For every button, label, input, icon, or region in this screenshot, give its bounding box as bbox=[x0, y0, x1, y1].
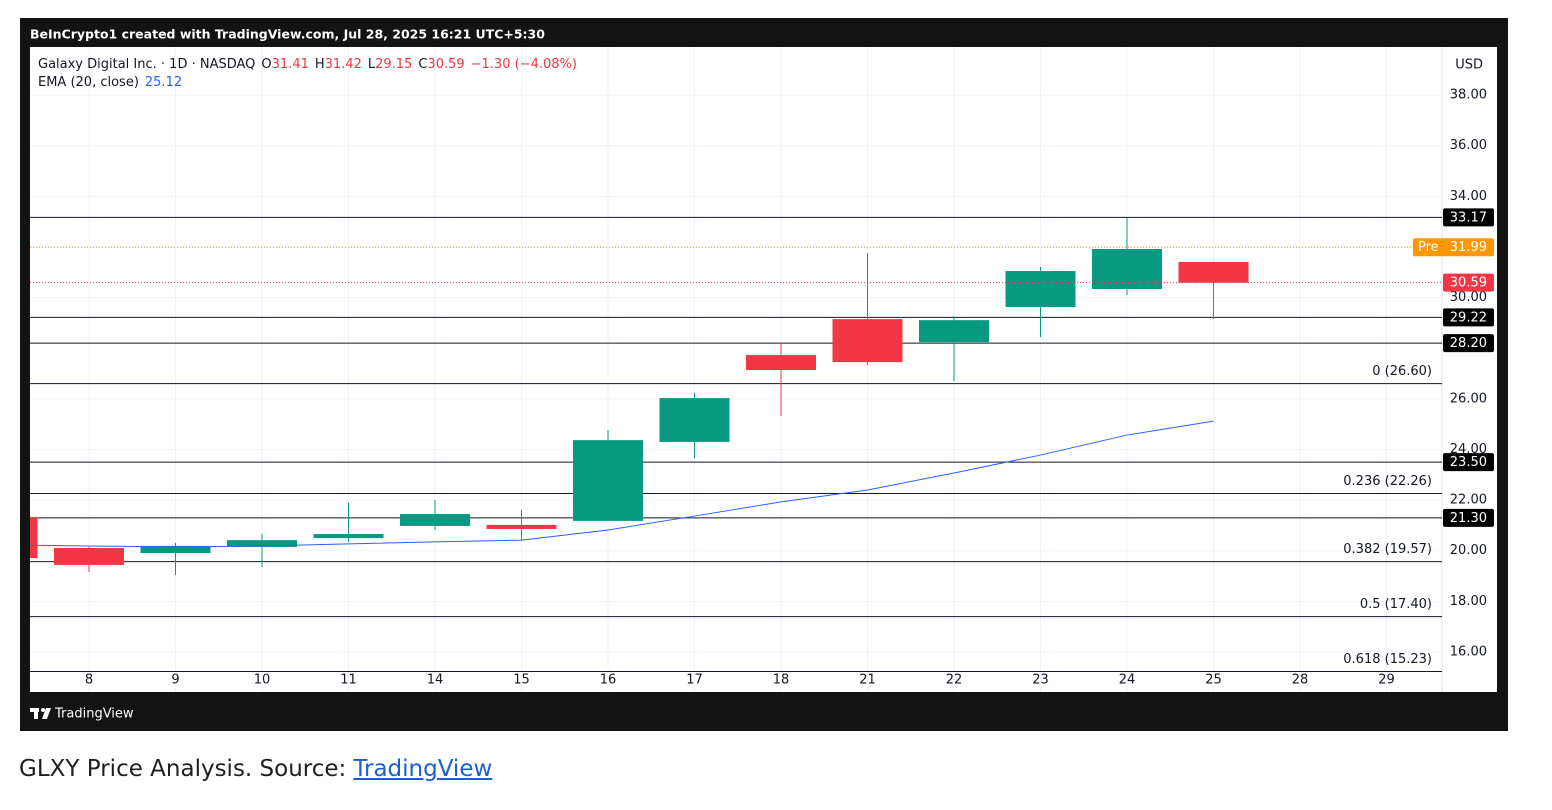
x-tick-label: 15 bbox=[513, 673, 530, 688]
x-tick-label: 10 bbox=[254, 673, 271, 688]
plot bbox=[30, 216, 1442, 672]
legend-change: −1.30 (−4.08%) bbox=[471, 57, 577, 72]
level-label: 29.22 bbox=[1450, 310, 1487, 325]
y-tick-label: 36.00 bbox=[1450, 138, 1487, 153]
y-tick-label: 26.00 bbox=[1450, 391, 1487, 406]
legend-ema-name: EMA (20, close) bbox=[38, 75, 139, 90]
caption: GLXY Price Analysis. Source: TradingView bbox=[19, 756, 492, 782]
candle-body bbox=[573, 440, 643, 521]
x-tick-label: 29 bbox=[1378, 673, 1395, 688]
legend-value: 29.15 bbox=[375, 57, 412, 72]
source-link[interactable]: TradingView bbox=[353, 756, 493, 782]
legend-key: C bbox=[418, 57, 427, 72]
y-tick-label: 20.00 bbox=[1450, 543, 1487, 558]
legend-key: O bbox=[261, 57, 271, 72]
tv-logo bbox=[30, 708, 51, 719]
y-tick-label: 22.00 bbox=[1450, 493, 1487, 508]
candle-body bbox=[30, 517, 38, 559]
x-tick-label: 16 bbox=[600, 673, 617, 688]
candle-body bbox=[659, 398, 730, 442]
fib-label: 0.382 (19.57) bbox=[1343, 542, 1432, 557]
legend-ema-value: 25.12 bbox=[145, 75, 182, 90]
candle-body bbox=[140, 545, 211, 554]
caption-text: GLXY Price Analysis. Source: bbox=[19, 756, 347, 782]
last-price-label: 30.59 bbox=[1450, 276, 1487, 291]
candle-body bbox=[227, 540, 297, 547]
y-tick-label: 34.00 bbox=[1450, 189, 1487, 204]
legend-ohlc: Galaxy Digital Inc. · 1D · NASDAQ O31.41 H… bbox=[38, 57, 577, 72]
y-tick-label: 16.00 bbox=[1450, 645, 1487, 660]
legend-key: L bbox=[368, 57, 376, 72]
candle-body bbox=[1178, 261, 1249, 283]
legend-ema: EMA (20, close) 25.12 bbox=[38, 75, 182, 90]
level-label: 21.30 bbox=[1450, 511, 1487, 526]
footer-brand: TradingView bbox=[54, 707, 134, 722]
x-tick-label: 23 bbox=[1032, 673, 1049, 688]
x-tick-label: 25 bbox=[1205, 673, 1222, 688]
premarket-price: 31.99 bbox=[1450, 240, 1487, 255]
level-badge bbox=[1443, 453, 1494, 472]
legend-value: 31.41 bbox=[272, 57, 309, 72]
level-label: 33.17 bbox=[1450, 210, 1487, 225]
header: BeInCrypto1 created with TradingView.com… bbox=[30, 27, 545, 42]
candle-body bbox=[919, 320, 989, 343]
x-tick-label: 21 bbox=[859, 673, 876, 688]
chart: BeInCrypto1 created with TradingView.com… bbox=[20, 18, 1508, 731]
fib-label: 0 (26.60) bbox=[1372, 364, 1432, 379]
legend-value: 30.59 bbox=[427, 57, 464, 72]
candle-body bbox=[746, 355, 816, 371]
level-badge bbox=[1443, 508, 1494, 527]
x-tick-label: 17 bbox=[686, 673, 703, 688]
candle-body bbox=[313, 534, 384, 539]
currency: USD bbox=[1455, 58, 1483, 73]
candle-body bbox=[832, 319, 903, 363]
y-tick-label: 30.00 bbox=[1450, 290, 1487, 305]
fib-label: 0.618 (15.23) bbox=[1343, 652, 1432, 667]
level-badge bbox=[1443, 334, 1494, 353]
level-label: 23.50 bbox=[1450, 455, 1487, 470]
legend-title: Galaxy Digital Inc. · 1D · NASDAQ bbox=[38, 57, 255, 72]
candle-body bbox=[54, 547, 124, 565]
x-tick-label: 28 bbox=[1292, 673, 1309, 688]
x-tick-label: 24 bbox=[1119, 673, 1136, 688]
price-axis: 16.0018.0020.0022.0024.0026.0030.0032.00… bbox=[1413, 88, 1494, 660]
y-tick-label: 18.00 bbox=[1450, 594, 1487, 609]
fib-label: 0.236 (22.26) bbox=[1343, 474, 1432, 489]
legend-value: 31.42 bbox=[325, 57, 362, 72]
x-tick-label: 9 bbox=[171, 673, 179, 688]
x-tick-label: 14 bbox=[427, 673, 444, 688]
fib-label: 0.5 (17.40) bbox=[1360, 597, 1432, 612]
premarket-badge bbox=[1413, 238, 1494, 257]
y-tick-label: 38.00 bbox=[1450, 88, 1487, 103]
candle-body bbox=[400, 514, 470, 526]
x-tick-label: 8 bbox=[85, 673, 93, 688]
x-tick-label: 22 bbox=[946, 673, 963, 688]
x-tick-label: 11 bbox=[340, 673, 357, 688]
last-price-badge bbox=[1443, 273, 1494, 292]
candle-body bbox=[486, 524, 557, 529]
level-badge bbox=[1443, 308, 1494, 327]
level-label: 28.20 bbox=[1450, 336, 1487, 351]
candle-body bbox=[1005, 271, 1076, 307]
ema-line bbox=[30, 420, 1214, 548]
grid bbox=[30, 47, 1442, 692]
level-badge bbox=[1443, 208, 1494, 227]
legend-key: H bbox=[315, 57, 325, 72]
candle-body bbox=[1092, 249, 1162, 290]
premarket-tag: Pre bbox=[1418, 240, 1439, 255]
x-tick-label: 18 bbox=[773, 673, 790, 688]
